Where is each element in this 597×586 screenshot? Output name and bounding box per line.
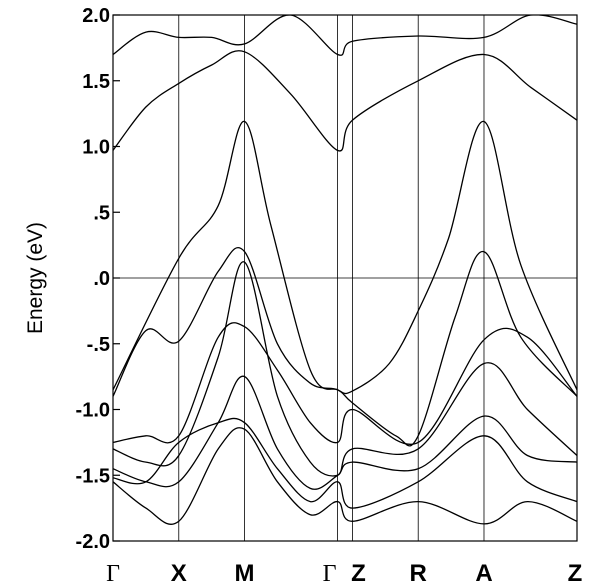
y-tick-label: 1.0 <box>82 137 110 159</box>
band-line-5 <box>113 322 577 445</box>
band-line-1 <box>113 15 577 56</box>
band-line-6 <box>113 261 577 477</box>
band-line-9 <box>113 427 577 525</box>
k-point-label: Z <box>568 560 583 586</box>
band-line-7 <box>113 375 577 490</box>
k-point-label: Γ <box>106 561 120 586</box>
k-point-label: A <box>475 560 492 586</box>
y-tick-label: -.5 <box>87 334 110 356</box>
y-tick-label: 2.0 <box>82 5 110 27</box>
band-line-8 <box>113 417 577 509</box>
k-point-label: Z <box>351 560 366 586</box>
y-tick-label: -1.5 <box>76 465 110 487</box>
energy-bands <box>113 15 577 525</box>
y-axis-title: Energy (eV) <box>24 222 47 334</box>
k-point-label: Γ <box>323 561 337 586</box>
y-tick-label: -2.0 <box>76 531 110 553</box>
band-line-2 <box>113 50 577 152</box>
y-tick-label: .5 <box>93 202 110 224</box>
k-point-label: R <box>410 560 427 586</box>
band-line-3 <box>113 120 577 395</box>
y-tick-label: 1.5 <box>82 71 110 93</box>
k-point-label: M <box>235 560 255 586</box>
y-tick-label: -1.0 <box>76 400 110 422</box>
k-point-label: X <box>171 560 187 586</box>
y-tick-label: .0 <box>93 268 110 290</box>
band-line-4 <box>113 246 577 447</box>
y-axis-ticks: 2.0 1.5 1.0 .5 .0 -.5 -1.0 -1.5 -2.0 <box>76 5 120 553</box>
